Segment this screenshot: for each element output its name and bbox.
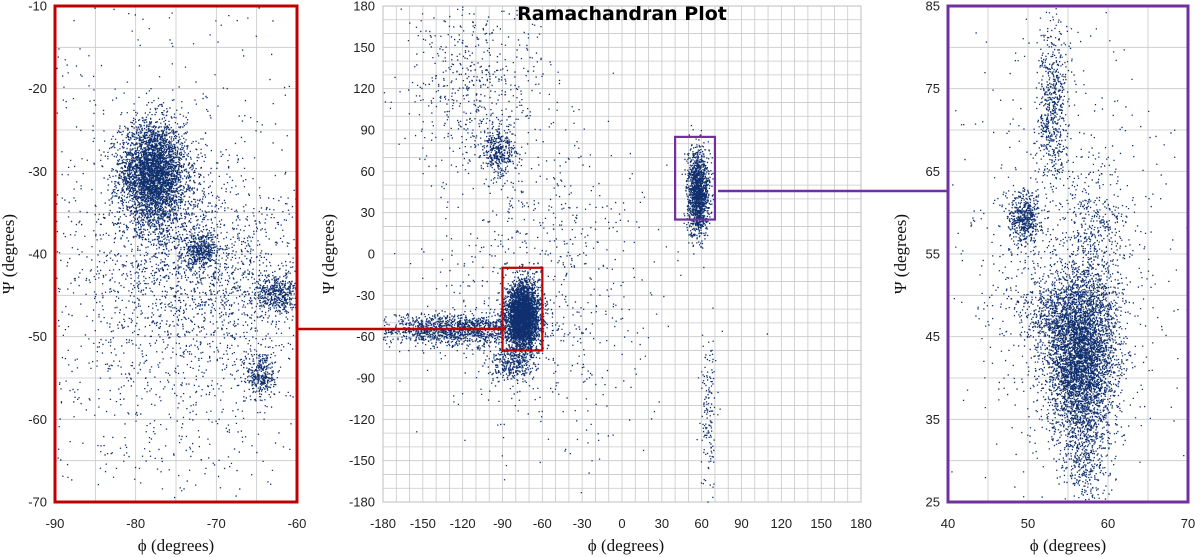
left-x-axis-label: ϕ (degrees) [138,536,214,555]
y-tick-label: -180 [349,495,375,510]
y-tick-label: 0 [368,247,375,262]
x-tick-label: -180 [370,516,396,531]
center-main-panel: -180 -150 -120 -90 -60 -30 0 30 60 90 120 150 180 -18… [319,0,872,555]
center-scatter-points [383,6,768,503]
y-tick-label: -50 [28,329,47,344]
x-tick-label: -60 [288,516,307,531]
x-tick-label: 50 [1021,516,1035,531]
x-tick-label: 40 [941,516,955,531]
x-tick-label: -30 [573,516,592,531]
left-y-axis-label: Ψ (degrees) [0,214,18,294]
x-tick-label: 120 [770,516,792,531]
center-x-axis-label: ϕ (degrees) [588,536,664,555]
y-tick-label: 150 [353,40,375,55]
y-tick-label: -20 [28,81,47,96]
right-panel-frame [946,4,1190,504]
y-tick-label: 30 [361,205,375,220]
x-tick-label: -60 [533,516,552,531]
x-tick-label: 90 [734,516,748,531]
y-tick-label: -60 [356,329,375,344]
center-zoom-boxes [501,135,717,352]
y-tick-label: -60 [28,412,47,427]
y-tick-label: 25 [926,495,940,510]
y-tick-label: -90 [356,371,375,386]
left-zoom-panel: -90 -80 -70 -60 -70 -60 -50 -40 -30 -20 -10 ϕ (deg… [0,0,306,555]
center-grid [382,5,862,503]
x-tick-label: 60 [1101,516,1115,531]
y-tick-label: 85 [926,0,940,14]
y-tick-label: -120 [349,412,375,427]
x-tick-label: 150 [810,516,832,531]
x-tick-label: -90 [46,516,65,531]
right-y-axis-label: Ψ (degrees) [891,214,910,294]
center-y-axis-label: Ψ (degrees) [319,214,338,294]
x-tick-label: 0 [618,516,625,531]
left-handed-region-zoom-box [674,135,717,221]
y-tick-label: 45 [926,329,940,344]
right-grid [947,5,1189,503]
left-scatter-points [56,7,298,503]
y-tick-label: 120 [353,81,375,96]
chart-title: Ramachandran Plot [517,3,727,25]
x-tick-label: 180 [850,516,872,531]
y-tick-label: 55 [926,247,940,262]
y-tick-label: -30 [356,288,375,303]
x-tick-label: 70 [1181,516,1195,531]
x-tick-label: -150 [410,516,436,531]
x-tick-label: -90 [493,516,512,531]
y-tick-label: -10 [28,0,47,14]
y-tick-label: 180 [353,0,375,14]
y-tick-label: -150 [349,453,375,468]
x-tick-label: 30 [655,516,669,531]
y-tick-label: 90 [361,123,375,138]
left-tick-labels: -90 -80 -70 -60 -70 -60 -50 -40 -30 -20 -10 [28,0,306,531]
y-tick-label: 75 [926,81,940,96]
right-tick-labels: 40 50 60 70 25 35 45 55 65 75 85 [926,0,1196,531]
y-tick-label: -30 [28,164,47,179]
x-tick-label: -70 [207,516,226,531]
x-tick-label: -120 [450,516,476,531]
right-scatter-points [951,8,1189,502]
right-zoom-panel: 40 50 60 70 25 35 45 55 65 75 85 ϕ (degrees) Ψ (de… [891,0,1195,555]
x-tick-label: 60 [694,516,708,531]
y-tick-label: 35 [926,412,940,427]
y-tick-label: -70 [28,495,47,510]
left-grid [54,5,298,503]
right-x-axis-label: ϕ (degrees) [1030,536,1106,555]
y-tick-label: 65 [926,164,940,179]
alpha-helix-region-zoom-box [501,266,544,352]
left-panel-frame [53,4,299,504]
y-tick-label: 60 [361,164,375,179]
y-tick-label: -40 [28,247,47,262]
x-tick-label: -80 [126,516,145,531]
scatter-points [383,6,768,503]
scatter-points [951,8,1189,502]
center-tick-labels: -180 -150 -120 -90 -60 -30 0 30 60 90 120 150 180 -18… [349,0,872,531]
center-plot-border [382,5,862,503]
scatter-points [56,7,298,503]
